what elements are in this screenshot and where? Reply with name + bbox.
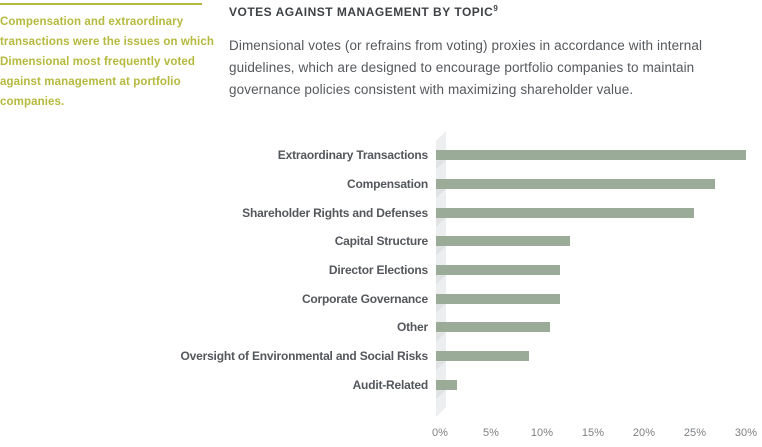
category-label: Shareholder Rights and Defenses bbox=[242, 205, 428, 220]
sidebar-note-text: Compensation and extraordinary transacti… bbox=[0, 16, 214, 108]
bar bbox=[436, 265, 560, 276]
section-title-text: VOTES AGAINST MANAGEMENT BY TOPIC bbox=[229, 5, 494, 19]
main-content: VOTES AGAINST MANAGEMENT BY TOPIC9 Dimen… bbox=[229, 0, 762, 101]
chart-row: Audit-Related bbox=[0, 371, 762, 400]
category-label: Corporate Governance bbox=[301, 291, 428, 306]
bar bbox=[436, 293, 560, 304]
category-label: Compensation bbox=[347, 177, 428, 192]
chart-row: Compensation bbox=[0, 170, 762, 199]
chart-row: Extraordinary Transactions bbox=[0, 141, 762, 170]
bar-track bbox=[436, 236, 762, 247]
bar-track bbox=[436, 293, 762, 304]
bar-track bbox=[436, 351, 762, 362]
x-axis-tick-label: 10% bbox=[530, 427, 554, 439]
bar bbox=[436, 379, 457, 390]
bar-track bbox=[436, 379, 762, 390]
bar bbox=[436, 351, 529, 362]
bar-track bbox=[436, 265, 762, 276]
category-label: Director Elections bbox=[328, 263, 428, 278]
x-axis-tick-label: 20% bbox=[632, 427, 656, 439]
chart-row: Oversight of Environmental and Social Ri… bbox=[0, 342, 762, 371]
bar-track bbox=[436, 150, 762, 161]
category-label: Capital Structure bbox=[334, 234, 428, 249]
chart-rows: Extraordinary Transactions Compensation Sh… bbox=[0, 141, 762, 399]
chart-row: Corporate Governance bbox=[0, 284, 762, 313]
sidebar-accent-rule bbox=[0, 3, 202, 5]
bar bbox=[436, 179, 715, 190]
category-label: Other bbox=[396, 320, 428, 335]
x-axis-tick-label: 0% bbox=[431, 427, 449, 439]
category-label: Extraordinary Transactions bbox=[277, 148, 428, 163]
bar bbox=[436, 236, 571, 247]
sidebar: Compensation and extraordinary transacti… bbox=[0, 0, 215, 112]
bar bbox=[436, 150, 746, 161]
chart-row: Shareholder Rights and Defenses bbox=[0, 198, 762, 227]
section-title: VOTES AGAINST MANAGEMENT BY TOPIC9 bbox=[229, 4, 762, 19]
bar-track bbox=[436, 179, 762, 190]
bar-chart: Extraordinary Transactions Compensation Sh… bbox=[0, 130, 762, 447]
x-axis-tick-label: 30% bbox=[734, 427, 758, 439]
intro-paragraph: Dimensional votes (or refrains from voti… bbox=[229, 38, 703, 97]
bar-track bbox=[436, 322, 762, 333]
chart-row: Capital Structure bbox=[0, 227, 762, 256]
chart-row: Director Elections bbox=[0, 256, 762, 285]
x-axis-tick-label: 25% bbox=[683, 427, 707, 439]
x-axis-tick-label: 5% bbox=[482, 427, 500, 439]
footnote-marker: 9 bbox=[493, 4, 499, 13]
category-label: Audit-Related bbox=[352, 377, 429, 392]
chart-row: Other bbox=[0, 313, 762, 342]
category-label: Oversight of Environmental and Social Ri… bbox=[180, 349, 429, 364]
x-axis-tick-label: 15% bbox=[581, 427, 605, 439]
bar bbox=[436, 322, 550, 333]
bar bbox=[436, 207, 695, 218]
x-axis: 0% 5% 10% 15% 20% 25% 30% bbox=[0, 427, 762, 443]
bar-track bbox=[436, 207, 762, 218]
